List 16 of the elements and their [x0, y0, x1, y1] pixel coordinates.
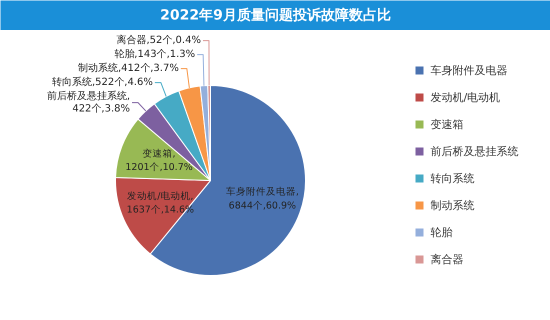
legend-label: 车身附件及电器 — [430, 64, 508, 77]
data-label: 变速箱, 1201个,10.7% — [125, 147, 193, 174]
legend-label: 轮胎 — [430, 226, 452, 239]
data-label: 转向系统,522个,4.6% — [52, 76, 153, 88]
data-label: 车身附件及电器, 6844个,60.9% — [226, 186, 299, 212]
legend-label: 转向系统 — [430, 172, 474, 185]
chart-title: 2022年9月质量问题投诉故障数占比 — [160, 6, 391, 24]
data-label: 前后桥及悬挂系统, 422个,3.8% — [46, 90, 130, 114]
legend-label: 前后桥及悬挂系统 — [430, 145, 518, 158]
legend-label: 变速箱 — [430, 118, 464, 131]
data-label: 离合器,52个,0.4% — [116, 34, 201, 46]
data-label: 轮胎,143个,1.3% — [114, 48, 196, 60]
legend-label: 离合器 — [430, 253, 464, 266]
data-label: 制动系统,412个,3.7% — [78, 62, 179, 74]
legend-label: 制动系统 — [430, 199, 474, 212]
legend-label: 发动机/电动机 — [430, 91, 500, 104]
